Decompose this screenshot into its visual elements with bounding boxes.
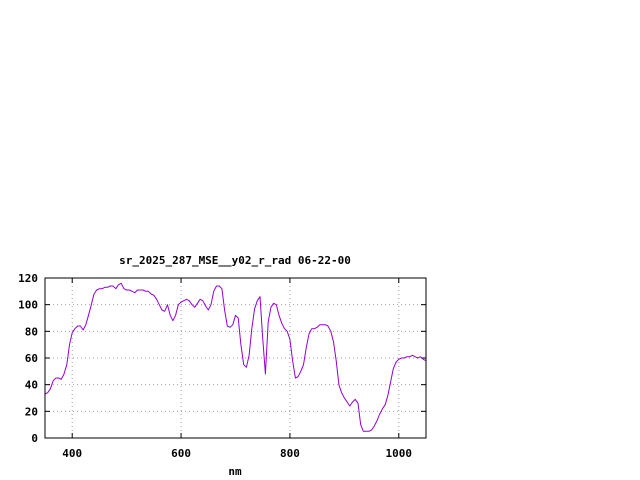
x-axis-label: nm xyxy=(228,465,242,478)
y-tick-label: 40 xyxy=(25,379,38,392)
grid-lines xyxy=(45,278,426,438)
x-tick-label: 400 xyxy=(62,447,82,460)
y-tick-label: 80 xyxy=(25,325,38,338)
x-tick-label: 1000 xyxy=(386,447,413,460)
y-tick-label: 20 xyxy=(25,405,38,418)
series-layer xyxy=(44,282,427,432)
y-tick-label: 100 xyxy=(18,299,38,312)
chart-title: sr_2025_287_MSE__y02_r_rad 06-22-00 xyxy=(119,254,351,267)
tick-labels: 0 20 40 60 80 100 120 400 600 800 1000 xyxy=(18,272,412,460)
series-line xyxy=(44,282,427,432)
y-tick-label: 120 xyxy=(18,272,38,285)
axis-ticks xyxy=(45,277,426,439)
y-tick-label: 0 xyxy=(31,432,38,445)
x-tick-label: 800 xyxy=(280,447,300,460)
x-tick-label: 600 xyxy=(171,447,191,460)
plot-frame xyxy=(44,277,427,439)
y-tick-label: 60 xyxy=(25,352,38,365)
